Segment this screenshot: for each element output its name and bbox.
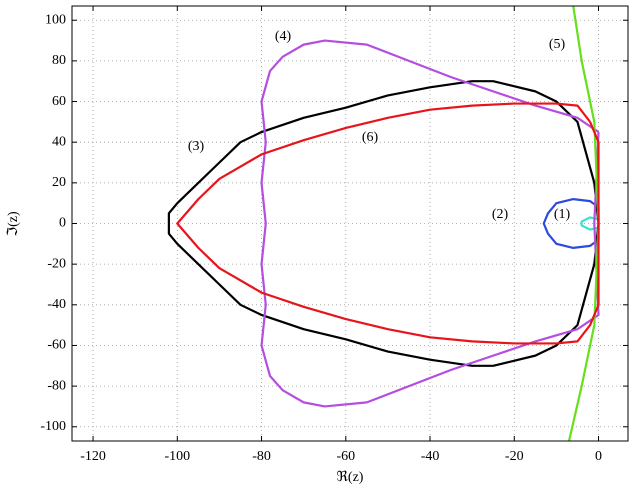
curve (176, 102, 600, 345)
y-tick-label: 60 (52, 94, 66, 109)
x-tick-label: -40 (421, 449, 440, 464)
plot-frame (71, 5, 629, 442)
y-tick-label: -60 (47, 338, 66, 353)
y-tick-label: 20 (52, 175, 66, 190)
x-tick-label: -60 (336, 449, 355, 464)
y-tick-label: -100 (40, 419, 66, 434)
curve (542, 198, 600, 249)
curve (167, 80, 600, 367)
y-tick-label: 0 (59, 216, 66, 231)
curve-label: (2) (492, 207, 509, 222)
x-tick-label: 0 (595, 449, 602, 464)
curve-label: (5) (549, 37, 566, 52)
curve-label: (6) (362, 130, 379, 145)
y-tick-label: 40 (52, 134, 66, 149)
x-axis-label: ℜ(z) (337, 470, 364, 485)
x-tick-label: -120 (80, 449, 106, 464)
y-tick-label: -80 (47, 378, 66, 393)
y-axis-label: ℑ(z) (6, 211, 21, 237)
curve-label: (1) (554, 207, 571, 222)
curve-label: (4) (275, 29, 292, 44)
curve (260, 39, 600, 408)
x-tick-label: -80 (252, 449, 271, 464)
y-tick-label: 100 (45, 12, 66, 27)
y-tick-label: -20 (47, 256, 66, 271)
curve-label: (3) (188, 139, 205, 154)
y-tick-label: -40 (47, 297, 66, 312)
y-tick-label: 80 (52, 53, 66, 68)
x-tick-label: -20 (505, 449, 524, 464)
x-tick-label: -100 (164, 449, 190, 464)
